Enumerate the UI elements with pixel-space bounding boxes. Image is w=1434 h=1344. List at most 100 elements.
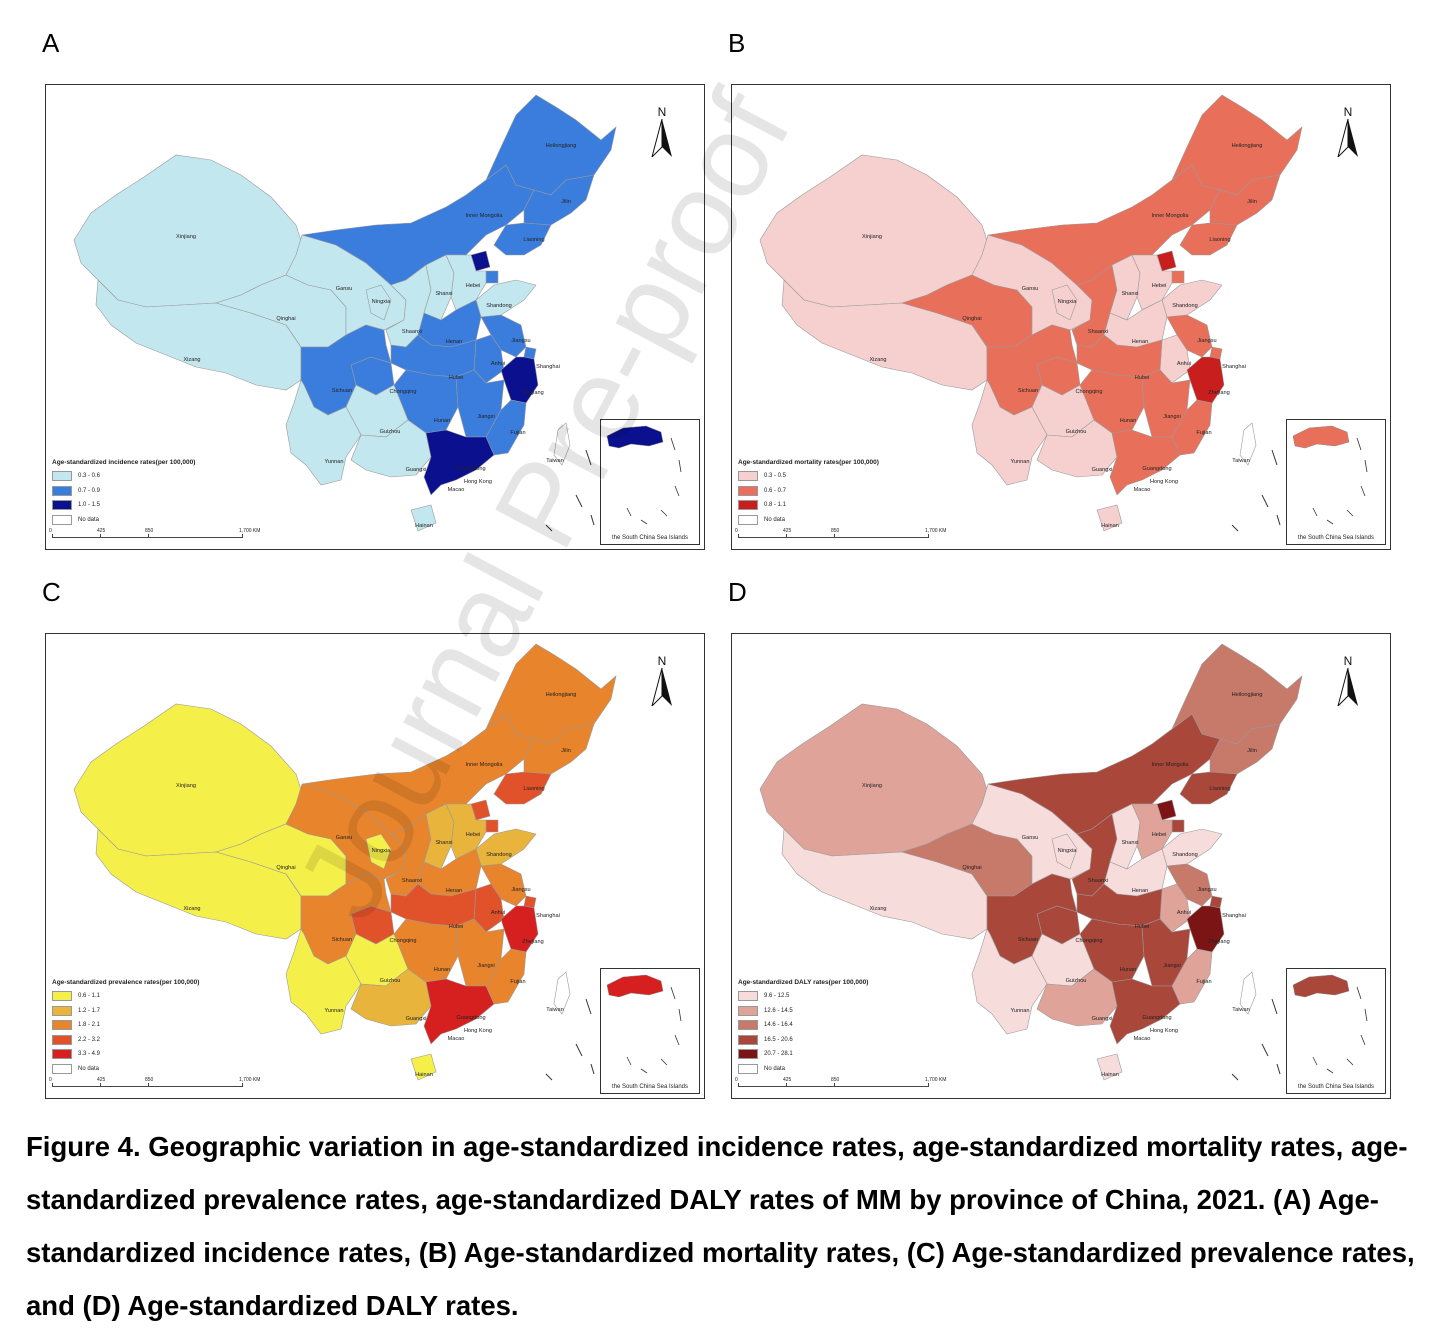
province-label-guizhou: Guizhou (380, 978, 401, 984)
province-label-zhejiang: Zhejiang (522, 390, 543, 396)
province-guangxi (350, 419, 432, 478)
province-label-jiangsu: Jiangsu (1197, 887, 1216, 893)
province-zhejiang (500, 356, 539, 404)
province-label-hebei: Hebei (1152, 832, 1167, 838)
province-yunnan (971, 379, 1048, 486)
legend-label: 14.6 - 16.4 (764, 1022, 793, 1029)
province-label-jilin: Jilin (1247, 748, 1257, 754)
legend-item: 0.6 - 0.7 (738, 484, 879, 499)
province-label-jilin: Jilin (1247, 199, 1257, 205)
map-panel-incidence: Heilongjiang Jilin Inner Mongolia Liaoning X… (45, 84, 705, 550)
province-label-shandong: Shandong (486, 303, 512, 309)
boundary-dash (1261, 494, 1269, 508)
province-label-chongqing: Chongqing (389, 389, 416, 395)
province-label-shanghai: Shanghai (536, 913, 560, 919)
province-hubei (390, 883, 477, 927)
inset-dash (670, 986, 676, 1000)
legend-swatch (52, 1005, 72, 1016)
map-legend: Age-standardized incidence rates(per 100… (52, 459, 195, 527)
province-fujian (485, 948, 527, 1005)
province-label-shanxi: Shanxi (1121, 840, 1138, 846)
inset-dash (660, 1058, 668, 1066)
province-label-anhui: Anhui (491, 910, 505, 916)
inset-dash (1326, 519, 1334, 525)
province-guangxi (1036, 419, 1118, 478)
province-guangdong (423, 429, 495, 496)
province-label-gansu: Gansu (336, 286, 352, 292)
province-shandong (1161, 828, 1223, 867)
province-label-anhui: Anhui (1177, 361, 1191, 367)
province-label-macao: Macao (448, 487, 465, 493)
legend-item: 0.6 - 1.1 (52, 989, 199, 1004)
province-label-taiwan: Taiwan (1232, 1007, 1249, 1013)
province-shandong (475, 828, 537, 867)
scale-bar: 0 425 850 1,700 KM (735, 1077, 947, 1092)
province-label-jiangsu: Jiangsu (511, 338, 530, 344)
province-label-qinghai: Qinghai (962, 316, 981, 322)
province-hebei (1131, 254, 1173, 311)
inset-coast (606, 974, 664, 998)
province-label-fujian: Fujian (510, 979, 525, 985)
province-label-ningxia: Ningxia (372, 299, 392, 305)
north-arrow-icon: N (1334, 105, 1362, 159)
province-hebei (445, 803, 487, 860)
province-label-guangxi: Guangxi (406, 1016, 427, 1022)
province-label-hainan: Hainan (1101, 523, 1119, 529)
scale-label: 425 (783, 1077, 792, 1083)
province-label-sichuan: Sichuan (1018, 388, 1038, 394)
province-label-liaoning: Liaoning (523, 237, 544, 243)
inset-dash (640, 1068, 648, 1074)
scale-label: 1,700 KM (239, 1077, 261, 1083)
province-label-jiangxi: Jiangxi (477, 414, 494, 420)
legend-swatch (52, 1034, 72, 1045)
province-label-hongkong: Hong Kong (464, 1028, 492, 1034)
province-guangxi (1036, 968, 1118, 1027)
province-label-guizhou: Guizhou (1066, 429, 1087, 435)
province-label-shanghai: Shanghai (536, 364, 560, 370)
inset-coast (1292, 425, 1350, 449)
inset-dash (674, 485, 680, 497)
province-label-jiangsu: Jiangsu (511, 887, 530, 893)
province-label-hongkong: Hong Kong (464, 479, 492, 485)
province-liaoning (493, 771, 552, 805)
south-china-sea-inset: the South China Sea Islands (600, 968, 700, 1094)
province-hebei (1131, 803, 1173, 860)
scale-label: 1,700 KM (925, 528, 947, 534)
province-fujian (1171, 948, 1213, 1005)
legend-swatch (738, 1049, 758, 1060)
province-label-fujian: Fujian (1196, 979, 1211, 985)
boundary-dash (575, 1043, 583, 1057)
province-label-hubei: Hubei (449, 924, 464, 930)
legend-item: 16.5 - 20.6 (738, 1033, 868, 1048)
province-label-macao: Macao (1134, 487, 1151, 493)
legend-item: 0.3 - 0.5 (738, 469, 879, 484)
province-label-qinghai: Qinghai (962, 865, 981, 871)
scale-label: 425 (97, 1077, 106, 1083)
scale-label: 1,700 KM (239, 528, 261, 534)
province-label-innermongolia: Inner Mongolia (1151, 762, 1189, 768)
inset-dash (1356, 986, 1362, 1000)
inset-dash (1346, 1058, 1354, 1066)
panel-letter-c: C (42, 577, 61, 607)
scale-label: 850 (145, 1077, 154, 1083)
province-label-shandong: Shandong (1172, 852, 1198, 858)
inset-dash (626, 1056, 632, 1066)
boundary-dash (585, 998, 592, 1015)
map-panel-daly: Heilongjiang Jilin Inner Mongolia Liaoning X… (731, 633, 1391, 1099)
inset-dash (1312, 1056, 1318, 1066)
legend-label: 9.6 - 12.5 (764, 993, 790, 1000)
boundary-dash (590, 514, 595, 526)
province-taiwan (553, 971, 571, 1015)
legend-item: 1.0 - 1.5 (52, 498, 195, 513)
province-hubei (390, 334, 477, 378)
province-heilongjiang (485, 643, 617, 745)
province-label-shanxi: Shanxi (1121, 291, 1138, 297)
province-label-yunnan: Yunnan (325, 459, 344, 465)
north-label: N (1343, 654, 1353, 668)
legend-swatch (738, 1064, 758, 1075)
scale-label: 1,700 KM (925, 1077, 947, 1083)
province-label-xinjiang: Xinjiang (176, 783, 196, 789)
north-arrow-icon: N (648, 654, 676, 708)
province-label-taiwan: Taiwan (546, 458, 563, 464)
inset-dash (678, 459, 682, 473)
